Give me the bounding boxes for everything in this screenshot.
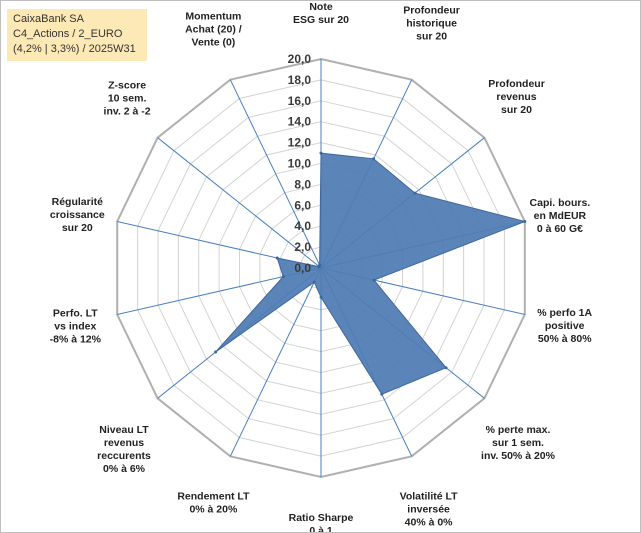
axis-label-line: croissance — [50, 209, 105, 221]
data-point — [275, 256, 279, 260]
axis-label-line: inv. 50% à 20% — [481, 450, 556, 462]
data-point — [281, 275, 285, 279]
data-point — [319, 295, 323, 299]
data-point — [372, 157, 376, 161]
axis-label-line: 50% à 80% — [538, 333, 592, 345]
axis-label-line: revenus — [496, 91, 536, 103]
tick-label: 20,0 — [288, 52, 312, 66]
axis-label-line: Achat (20) / — [185, 24, 242, 36]
axis-label: Profondeur historique sur 20 — [403, 4, 460, 42]
data-point — [413, 191, 417, 195]
axis-label-line: inversée — [407, 503, 450, 515]
axis-label-line: Profondeur — [488, 78, 545, 90]
axis-label-line: Z-score — [108, 79, 146, 91]
axis-spoke — [157, 137, 322, 269]
axis-label: Niveau LT revenus reccurents 0% à 6% — [97, 424, 151, 475]
axis-label-line: Profondeur — [403, 4, 460, 16]
axis-label-line: Momentum — [185, 11, 241, 23]
axis-label: Momentum Achat (20) / Vente (0) — [185, 11, 242, 49]
axis-label-line: sur 20 — [501, 104, 532, 116]
axis-label-line: sur 20 — [416, 30, 447, 42]
axis-label-line: Volatilité LT — [400, 490, 459, 502]
tick-label: 4,0 — [294, 219, 311, 233]
axis-label: Ratio Sharpe 0 à 1 — [289, 512, 354, 533]
axis-label: Volatilité LT inversée 40% à 0% — [400, 490, 459, 528]
title-line-category: C4_Actions / 2_EURO — [13, 28, 123, 40]
tick-label: 12,0 — [288, 136, 312, 150]
axis-label: Rendement LT 0% à 20% — [177, 490, 250, 515]
axis-label-line: positive — [545, 320, 585, 332]
axis-label-line: 10 sem. — [108, 92, 147, 104]
data-point — [372, 278, 376, 282]
axis-label: Perfo. LT vs index -8% à 12% — [50, 308, 102, 346]
axis-label-line: Niveau LT — [99, 424, 149, 436]
axis-label-line: Vente (0) — [192, 37, 236, 49]
axis-label: % perfo 1A positive 50% à 80% — [537, 307, 592, 345]
axis-label: % perte max. sur 1 sem. inv. 50% à 20% — [481, 424, 556, 462]
title-line-rates: (4,2% | 3,3%) / 2025W31 — [13, 43, 136, 55]
data-point — [318, 263, 322, 267]
tick-label: 6,0 — [294, 198, 311, 212]
axis-label-line: Ratio Sharpe — [289, 512, 354, 524]
data-point — [523, 220, 527, 223]
series-layer — [214, 151, 527, 396]
axis-label-line: 0% à 6% — [103, 463, 146, 475]
series-area — [215, 152, 527, 395]
axis-label: Profondeur revenus sur 20 — [488, 78, 545, 116]
axis-spoke — [229, 79, 322, 269]
axis-label-line: revenus — [104, 437, 144, 449]
axis-label-line: 0% à 20% — [189, 503, 238, 515]
axis-label-line: Rendement LT — [177, 490, 250, 502]
data-point — [214, 350, 218, 354]
axis-label-line: Note — [309, 1, 332, 13]
axis-label-line: reccurents — [97, 450, 151, 462]
axis-label-line: 0 à 60 G€ — [537, 223, 583, 235]
title-line-company: CaixaBank SA — [13, 13, 84, 25]
axis-spoke — [229, 267, 322, 457]
tick-label: 10,0 — [288, 157, 312, 171]
axis-label: Capi. bours. en MdEUR 0 à 60 G€ — [530, 197, 591, 235]
data-point — [444, 366, 448, 370]
data-point — [312, 280, 316, 284]
axis-label: Régularité croissance sur 20 — [50, 196, 105, 234]
axis-label-line: ESG sur 20 — [293, 14, 349, 26]
axis-label-line: inv. 2 à -2 — [104, 105, 151, 117]
tick-label: 16,0 — [288, 94, 312, 108]
axis-label-line: -8% à 12% — [50, 334, 102, 346]
axis-label-line: Régularité — [52, 196, 104, 208]
data-point — [380, 392, 384, 396]
tick-label: 2,0 — [294, 240, 311, 254]
axis-label-line: en MdEUR — [534, 210, 587, 222]
axis-label-line: vs index — [54, 321, 96, 333]
data-point — [319, 151, 323, 155]
axis-label-line: % perfo 1A — [537, 307, 592, 319]
axis-label-line: sur 20 — [62, 222, 93, 234]
axis-label: Z-score 10 sem. inv. 2 à -2 — [104, 79, 151, 117]
axis-label-line: Capi. bours. — [530, 197, 591, 209]
axis-label-line: 0 à 1 — [309, 525, 333, 533]
axis-label-line: Perfo. LT — [53, 308, 98, 320]
tick-label: 18,0 — [288, 73, 312, 87]
chart-title-box: CaixaBank SA C4_Actions / 2_EURO (4,2% |… — [7, 9, 147, 61]
axis-label-line: historique — [406, 17, 457, 29]
axis-label-line: sur 1 sem. — [492, 437, 544, 449]
axis-label: Note ESG sur 20 — [293, 1, 349, 26]
axis-label-line: 40% à 0% — [405, 516, 454, 528]
tick-label: 8,0 — [294, 177, 311, 191]
axis-label-line: % perte max. — [486, 424, 551, 436]
tick-label: 14,0 — [288, 115, 312, 129]
tick-label: 0,0 — [294, 261, 311, 275]
radial-tick-labels: 0,0 2,0 4,0 6,0 8,0 10,0 12,0 14,0 16,0 18,0 20,0 — [288, 52, 312, 275]
